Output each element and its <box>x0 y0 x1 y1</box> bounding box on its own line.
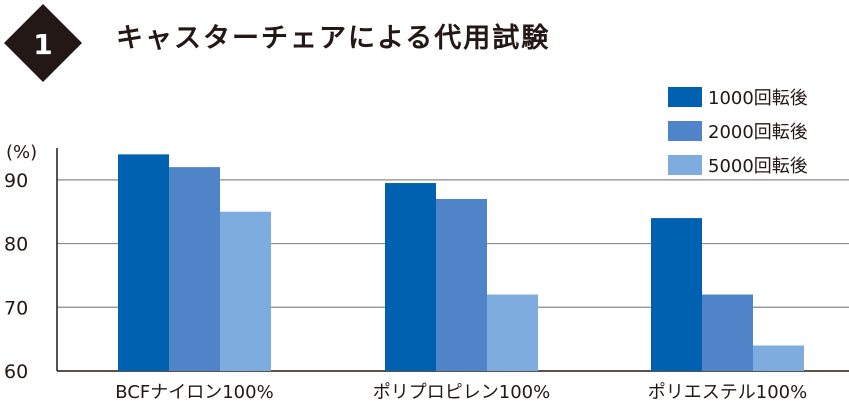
bar <box>487 294 538 371</box>
legend-item: 5000回転後 <box>668 148 808 182</box>
y-axis-unit: (%) <box>6 142 37 163</box>
x-category-label: ポリプロピレン100% <box>373 382 550 403</box>
y-tick-label: 90 <box>4 170 28 192</box>
legend-swatch <box>668 87 702 107</box>
bar <box>436 198 487 371</box>
legend-label: 1000回転後 <box>708 88 808 109</box>
x-category-label: ポリエステル100% <box>648 382 807 403</box>
step-number: 1 <box>33 28 52 61</box>
bar <box>702 294 753 371</box>
chart-title: キャスターチェアによる代用試験 <box>116 23 551 54</box>
bar <box>169 167 220 371</box>
legend-label: 5000回転後 <box>708 156 808 177</box>
step-badge: 1 <box>4 4 82 82</box>
legend-swatch <box>668 155 702 175</box>
legend-item: 2000回転後 <box>668 114 808 148</box>
legend-label: 2000回転後 <box>708 122 808 143</box>
bar <box>651 218 702 371</box>
y-tick-label: 80 <box>4 234 28 256</box>
legend-swatch <box>668 121 702 141</box>
bar <box>220 211 271 371</box>
chart-legend: 1000回転後 2000回転後 5000回転後 <box>668 80 808 182</box>
y-tick-label: 70 <box>4 297 28 319</box>
bar <box>753 345 804 371</box>
bar <box>118 154 169 371</box>
legend-item: 1000回転後 <box>668 80 808 114</box>
x-category-label: BCFナイロン100% <box>115 382 273 403</box>
bar <box>385 183 436 371</box>
y-tick-label: 60 <box>4 361 28 383</box>
diamond-shape <box>4 4 82 82</box>
